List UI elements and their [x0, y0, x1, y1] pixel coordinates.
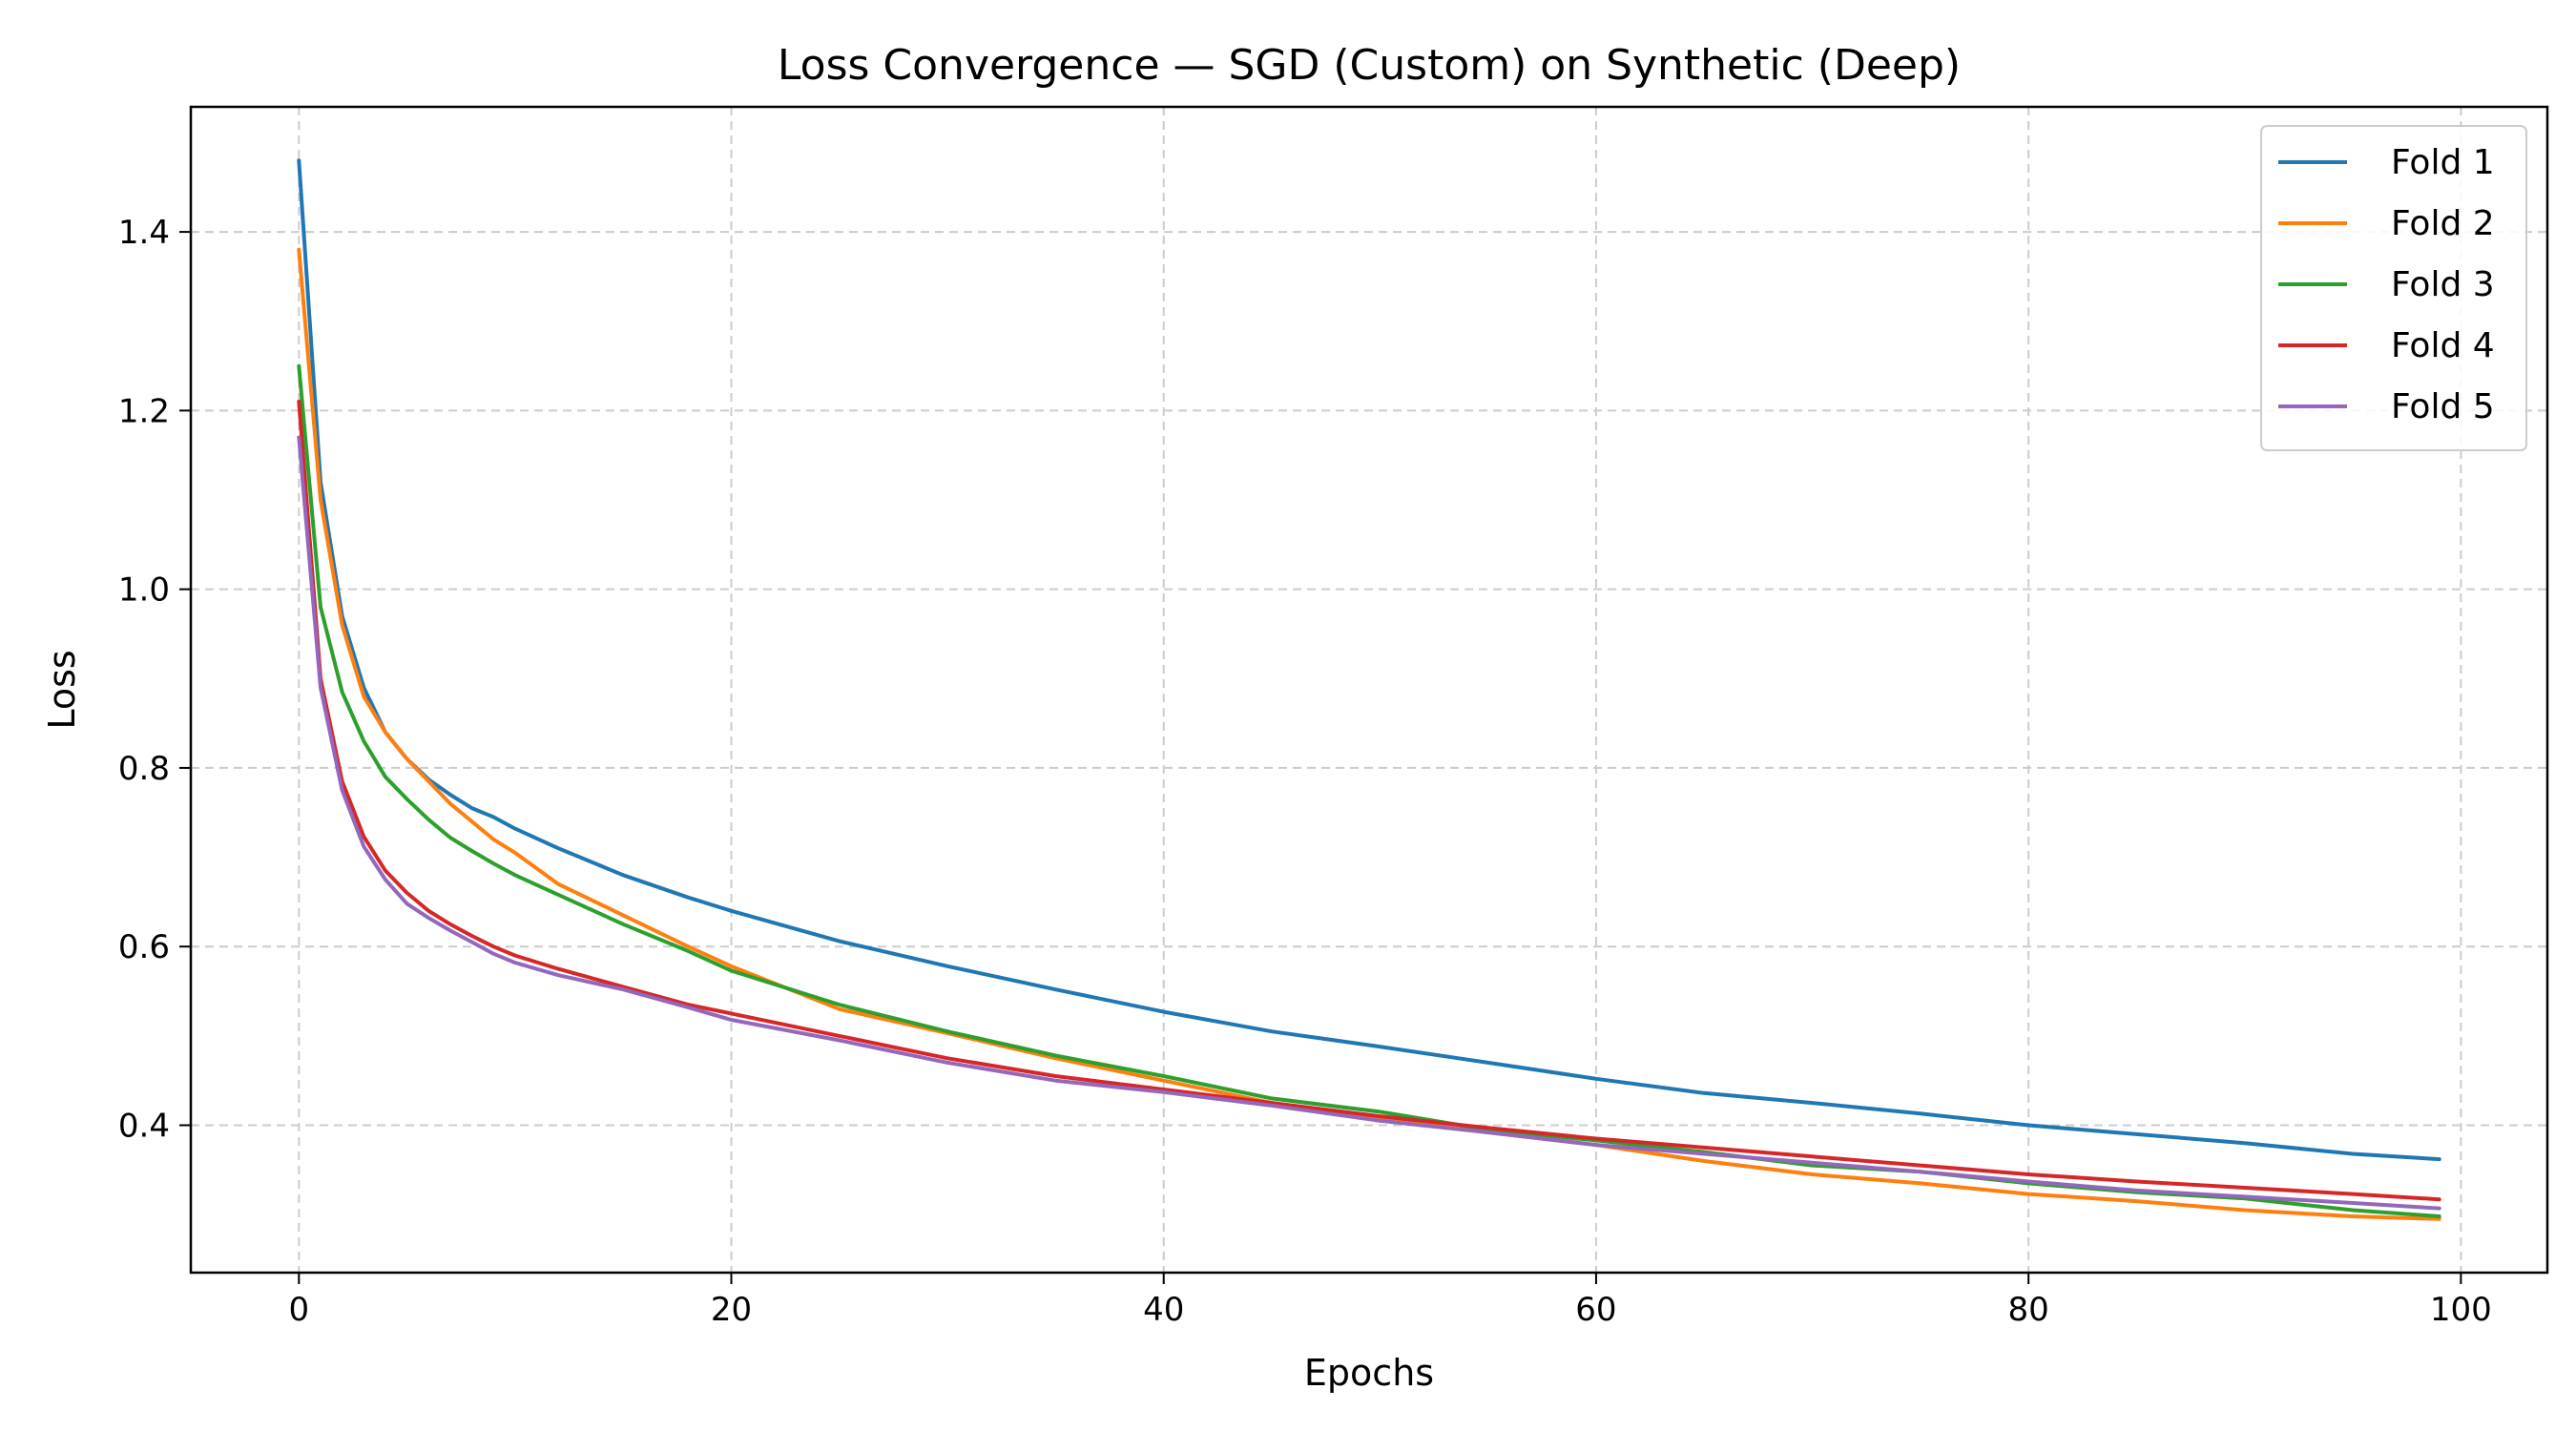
series-line-fold-4	[297, 400, 2441, 1202]
y-tick-label: 1.0	[118, 571, 170, 610]
y-tick-label: 0.8	[118, 750, 170, 788]
x-axis-label: Epochs	[1304, 1352, 1434, 1394]
plot-frame	[189, 105, 2549, 1275]
x-tick-label: 60	[1575, 1291, 1616, 1329]
legend-label: Fold 4	[2391, 326, 2495, 365]
x-tick-label: 100	[2430, 1291, 2492, 1329]
x-tick-label: 20	[711, 1291, 752, 1329]
y-tick-label: 0.6	[118, 928, 170, 966]
legend-label: Fold 1	[2391, 143, 2495, 182]
series-line-fold-5	[297, 435, 2441, 1211]
y-tick-label: 1.4	[118, 214, 170, 252]
legend-label: Fold 2	[2391, 204, 2495, 243]
x-tick-label: 0	[288, 1291, 309, 1329]
y-axis-label: Loss	[41, 650, 83, 729]
x-tick-label: 40	[1143, 1291, 1184, 1329]
x-tick-label: 80	[2008, 1291, 2049, 1329]
tick-layer: 0 20 40 60 80 100 0.4 0.6 0.8 1.0 1.2 1.4	[118, 214, 2492, 1329]
legend: Fold 1 Fold 2 Fold 3 Fold 4 Fold 5	[2260, 125, 2527, 451]
series-layer	[297, 158, 2441, 1221]
grid-layer	[191, 107, 2547, 1273]
legend-box	[2260, 125, 2527, 451]
y-tick-label: 1.2	[118, 392, 170, 430]
series-line-fold-2	[297, 247, 2441, 1221]
legend-label: Fold 3	[2391, 265, 2495, 304]
y-tick-label: 0.4	[118, 1107, 170, 1145]
legend-label: Fold 5	[2391, 387, 2495, 426]
chart-title: Loss Convergence — SGD (Custom) on Synth…	[778, 41, 1961, 90]
